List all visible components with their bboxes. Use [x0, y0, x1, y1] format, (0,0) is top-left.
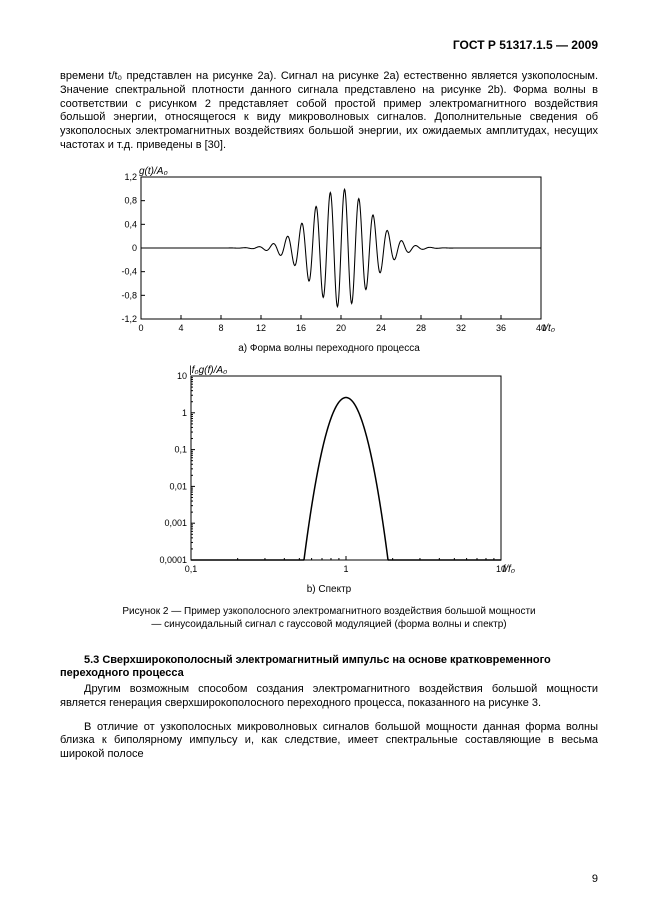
page-number: 9	[592, 873, 598, 885]
svg-text:4: 4	[178, 323, 183, 333]
svg-text:0,01: 0,01	[169, 481, 187, 491]
svg-text:0,8: 0,8	[124, 195, 137, 205]
svg-text:|f₀g(f)/A₀: |f₀g(f)/A₀	[189, 365, 227, 376]
section-title: Сверхширокополосный электромагнитный имп…	[60, 654, 551, 680]
svg-text:0,4: 0,4	[124, 219, 137, 229]
svg-text:0: 0	[132, 243, 137, 253]
paragraph-2: Другим возможным способом создания элект…	[60, 683, 598, 711]
svg-text:f/f₀: f/f₀	[502, 564, 515, 575]
paragraph-3: В отличие от узкополосных микроволновых …	[60, 721, 598, 762]
chart-a-caption: a) Форма волны переходного процесса	[60, 343, 598, 354]
svg-text:8: 8	[218, 323, 223, 333]
section-heading: 5.3 Сверхширокополосный электромагнитный…	[60, 654, 598, 682]
doc-header: ГОСТ Р 51317.1.5 — 2009	[60, 38, 598, 52]
chart-b: 0,00010,0010,010,11100,1110|f₀g(f)/A₀f/f…	[139, 362, 519, 582]
svg-text:1: 1	[343, 564, 348, 574]
chart-b-caption: b) Спектр	[60, 584, 598, 595]
svg-text:-0,4: -0,4	[121, 266, 137, 276]
svg-text:36: 36	[496, 323, 506, 333]
chart-a: -1,2-0,8-0,400,40,81,2048121620242832364…	[99, 163, 559, 341]
svg-text:28: 28	[416, 323, 426, 333]
svg-text:0,1: 0,1	[185, 564, 198, 574]
svg-text:0,0001: 0,0001	[159, 555, 187, 565]
svg-text:-0,8: -0,8	[121, 290, 137, 300]
paragraph-intro: времени t/t₀ представлен на рисунке 2а).…	[60, 70, 598, 153]
svg-text:20: 20	[336, 323, 346, 333]
svg-text:10: 10	[177, 371, 187, 381]
svg-text:g(t)/A₀: g(t)/A₀	[139, 166, 168, 177]
svg-text:24: 24	[376, 323, 386, 333]
svg-text:1,2: 1,2	[124, 172, 137, 182]
svg-text:0: 0	[138, 323, 143, 333]
figure-caption: Рисунок 2 — Пример узкополосного электро…	[119, 605, 539, 632]
svg-text:12: 12	[256, 323, 266, 333]
section-number: 5.3	[84, 654, 99, 666]
svg-text:0,001: 0,001	[164, 518, 187, 528]
svg-text:0,1: 0,1	[174, 444, 187, 454]
svg-text:-1,2: -1,2	[121, 314, 137, 324]
svg-text:t/t₀: t/t₀	[542, 323, 555, 334]
svg-text:16: 16	[296, 323, 306, 333]
svg-text:1: 1	[182, 407, 187, 417]
svg-text:32: 32	[456, 323, 466, 333]
